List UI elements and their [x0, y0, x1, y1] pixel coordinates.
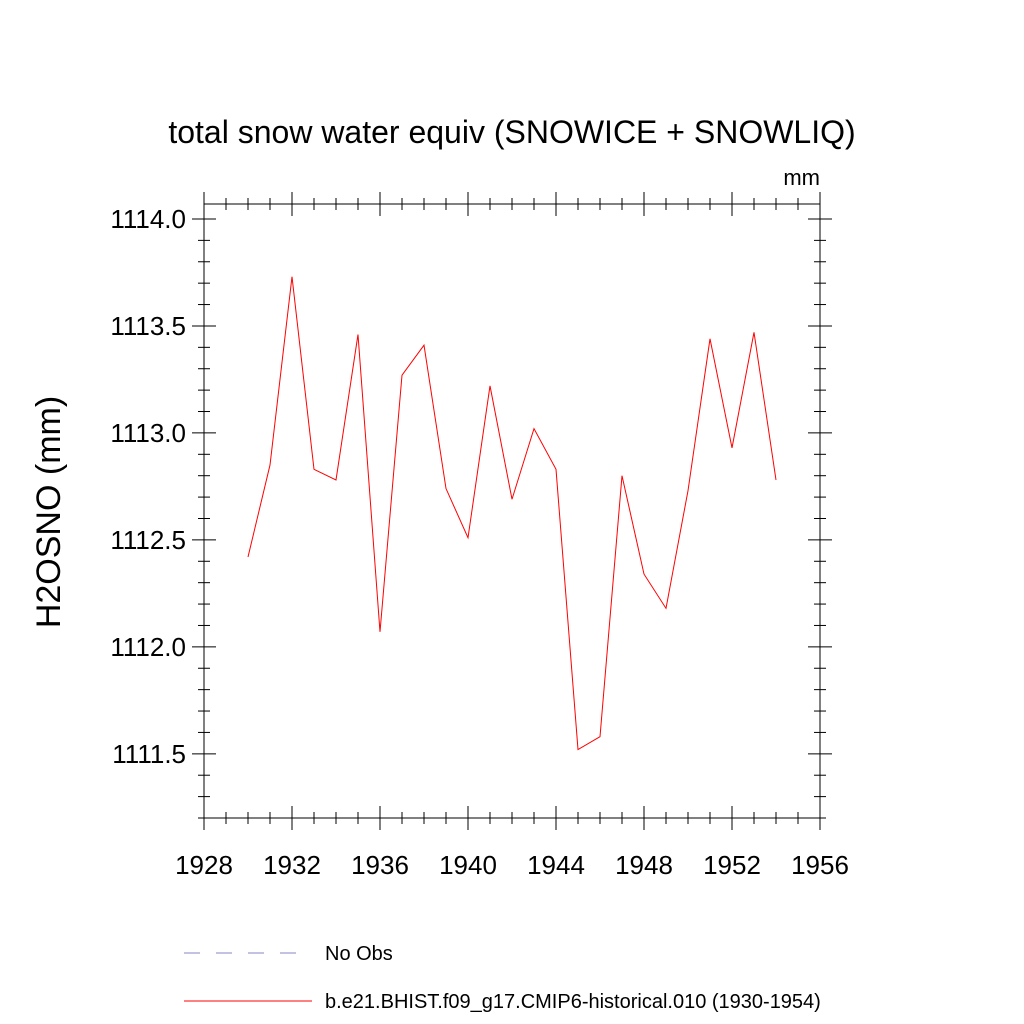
- y-tick-label: 1112.0: [110, 632, 186, 662]
- chart-title: total snow water equiv (SNOWICE + SNOWLI…: [168, 114, 855, 150]
- y-tick-label: 1111.5: [112, 739, 186, 769]
- y-tick-label: 1114.0: [110, 204, 186, 234]
- x-tick-label: 1936: [351, 850, 409, 880]
- y-tick-labels: 1111.5 1112.0 1112.5 1113.0 1113.5 1114.0: [110, 204, 186, 769]
- x-tick-label: 1956: [791, 850, 849, 880]
- x-tick-label: 1948: [615, 850, 673, 880]
- legend: No Obs b.e21.BHIST.f09_g17.CMIP6-historic…: [184, 943, 821, 1013]
- series-line: [247, 276, 777, 751]
- y-tick-label: 1113.0: [110, 418, 186, 448]
- plot-frame: [203, 203, 821, 819]
- x-tick-label: 1932: [263, 850, 321, 880]
- y-axis-label: H2OSNO (mm): [30, 396, 68, 628]
- x-tick-label: 1940: [439, 850, 497, 880]
- x-tick-label: 1928: [175, 850, 233, 880]
- x-tick-label: 1944: [527, 850, 585, 880]
- x-tick-labels: 1928 1932 1936 1940 1944 1948 1952 1956: [175, 850, 849, 880]
- x-tick-label: 1952: [703, 850, 761, 880]
- axis-ticks: [192, 192, 832, 830]
- units-label: mm: [783, 165, 820, 190]
- legend-entry-label: b.e21.BHIST.f09_g17.CMIP6-historical.010…: [325, 991, 821, 1013]
- y-tick-label: 1113.5: [110, 311, 186, 341]
- series-layer: [247, 276, 777, 751]
- y-tick-label: 1112.5: [110, 525, 186, 555]
- legend-entry-label: No Obs: [325, 943, 393, 965]
